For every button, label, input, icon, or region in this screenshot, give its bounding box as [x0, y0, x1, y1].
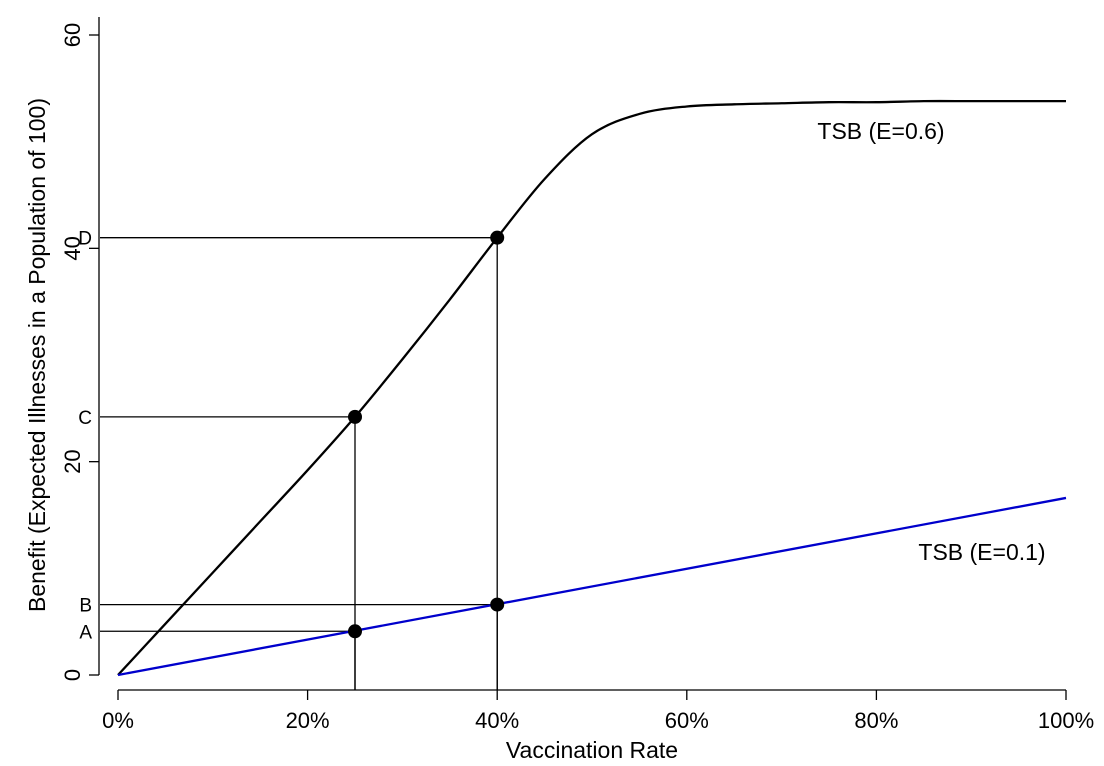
guide-lines [100, 237, 498, 690]
series-line-e01 [117, 496, 1067, 677]
point-marker-b [490, 597, 505, 612]
x-tick-label: 0% [102, 708, 134, 733]
y-axis-title: Benefit (Expected Illnesses in a Populat… [24, 98, 50, 612]
series-lines [117, 99, 1067, 677]
x-axis-title: Vaccination Rate [506, 737, 678, 763]
x-tick-label: 60% [665, 708, 709, 733]
x-tick-label: 20% [286, 708, 330, 733]
point-label-d: D [78, 229, 92, 250]
point-marker-a [348, 624, 362, 639]
y-tick-label: 40 [60, 236, 85, 260]
series-label-e06: TSB (E=0.6) [817, 118, 944, 144]
y-tick-label: 20 [60, 449, 85, 473]
marked-points [348, 230, 505, 639]
axes: 0% 20% 40% 60% 80% 100% 0 20 40 60 [60, 17, 1094, 733]
x-tick-label: 100% [1038, 708, 1094, 733]
y-tick-label: 0 [60, 669, 85, 681]
series-line-e06 [117, 99, 1066, 676]
point-marker-d [490, 230, 505, 245]
x-tick-label: 40% [475, 708, 519, 733]
point-label-c: C [78, 408, 92, 429]
y-tick-label: 60 [60, 23, 85, 47]
labels: TSB (E=0.6) TSB (E=0.1) AB C D [78, 118, 1045, 643]
point-label-b: B [79, 596, 92, 617]
point-label-a: A [79, 622, 92, 643]
x-tick-label: 80% [854, 708, 898, 733]
series-label-e01: TSB (E=0.1) [918, 539, 1045, 565]
point-marker-c [348, 409, 362, 424]
